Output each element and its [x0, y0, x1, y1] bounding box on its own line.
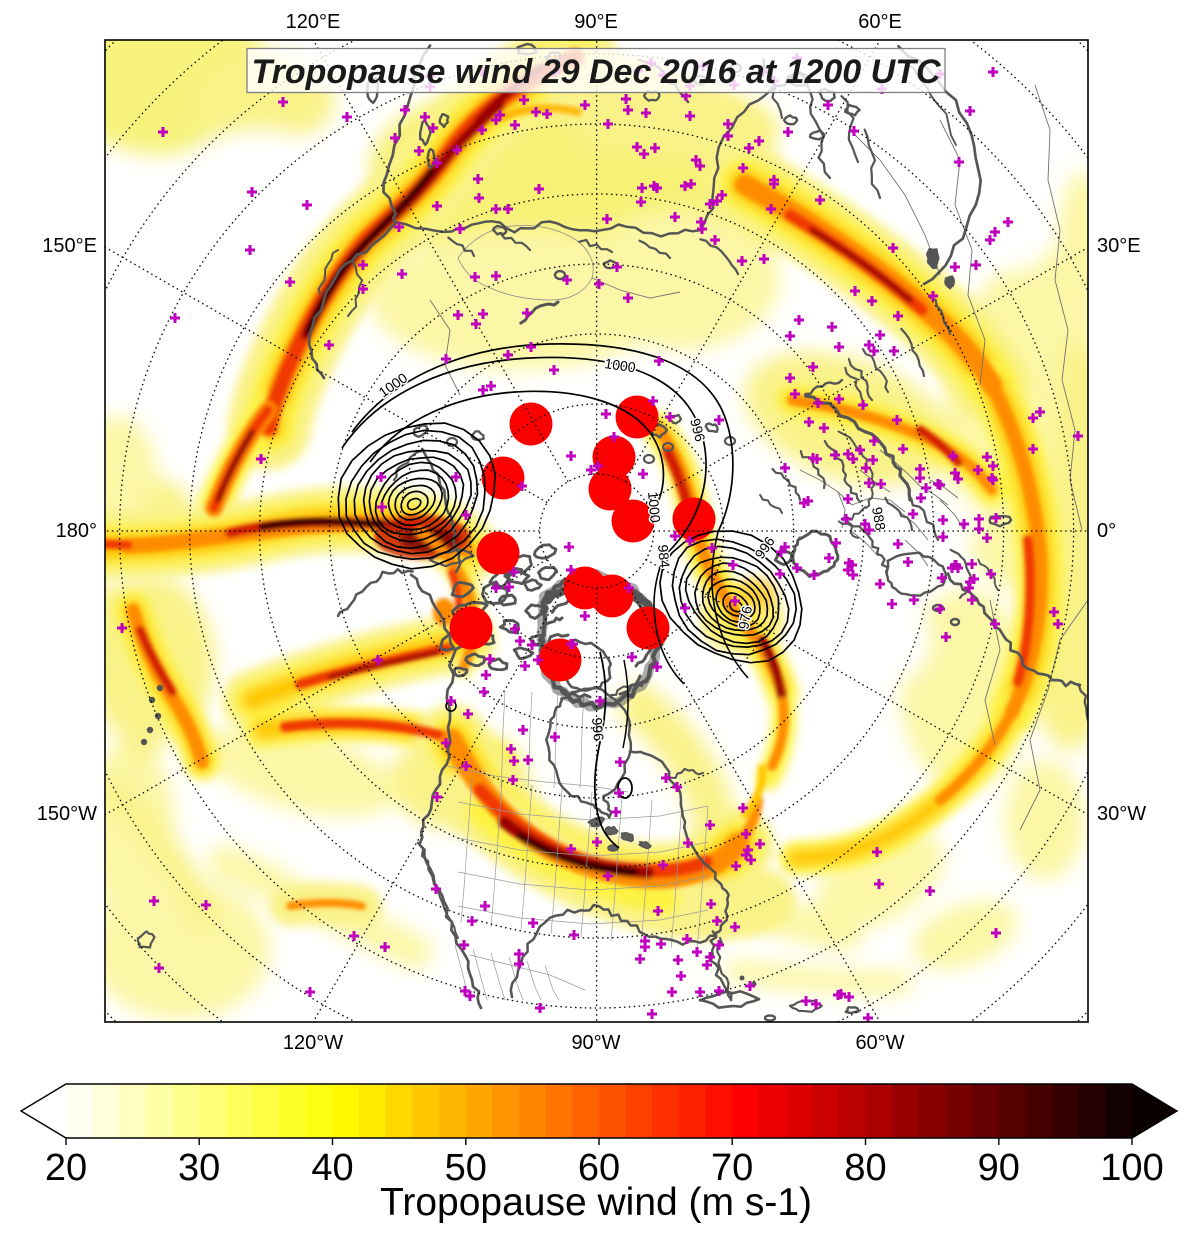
svg-text:150°W: 150°W	[37, 803, 97, 825]
svg-text:70: 70	[711, 1147, 753, 1189]
svg-text:50: 50	[445, 1147, 487, 1189]
svg-text:120°E: 120°E	[286, 11, 341, 33]
svg-text:150°E: 150°E	[42, 235, 97, 257]
svg-text:30°E: 30°E	[1097, 235, 1141, 257]
svg-text:996: 996	[589, 717, 607, 742]
svg-text:1000: 1000	[645, 491, 664, 524]
svg-text:30°W: 30°W	[1097, 803, 1146, 825]
svg-text:20: 20	[45, 1147, 87, 1189]
svg-text:90: 90	[978, 1147, 1020, 1189]
svg-text:90°E: 90°E	[574, 11, 618, 33]
svg-text:Tropopause wind (m s-1): Tropopause wind (m s-1)	[380, 1181, 812, 1224]
svg-text:976: 976	[735, 605, 755, 631]
svg-text:988: 988	[869, 506, 889, 532]
svg-text:180°: 180°	[56, 520, 97, 542]
svg-text:80: 80	[844, 1147, 886, 1189]
svg-text:1000: 1000	[604, 355, 637, 375]
svg-text:100: 100	[1100, 1147, 1163, 1189]
svg-text:30: 30	[178, 1147, 220, 1189]
svg-text:90°W: 90°W	[571, 1032, 620, 1054]
svg-text:Tropopause wind 29 Dec 2016 at: Tropopause wind 29 Dec 2016 at 1200 UTC	[251, 53, 941, 91]
svg-text:40: 40	[311, 1147, 353, 1189]
svg-text:60°W: 60°W	[855, 1032, 904, 1054]
svg-text:984: 984	[655, 544, 673, 569]
svg-text:120°W: 120°W	[283, 1032, 343, 1054]
svg-text:0°: 0°	[1097, 520, 1116, 542]
svg-text:60: 60	[578, 1147, 620, 1189]
svg-text:60°E: 60°E	[858, 11, 902, 33]
